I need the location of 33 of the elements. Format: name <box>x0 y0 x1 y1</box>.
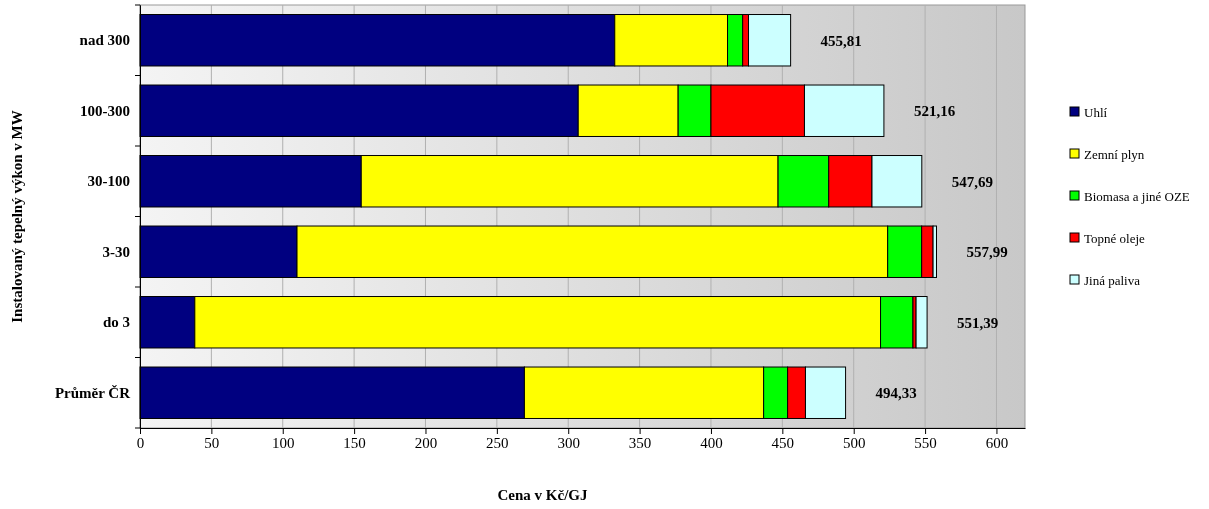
x-tick-label: 0 <box>136 434 145 451</box>
legend-label: Jiná paliva <box>1084 272 1141 288</box>
x-tick-label: 350 <box>628 434 652 451</box>
x-tick-label: 550 <box>914 434 937 451</box>
legend-label: Uhlí <box>1084 104 1108 120</box>
legend-label: Zemní plyn <box>1084 146 1145 162</box>
y-tick-label: do 3 <box>102 314 130 331</box>
y-tick-label: 3-30 <box>102 243 130 260</box>
legend-label: Topné oleje <box>1084 230 1146 246</box>
y-axis-title: Instalovaný tepelný výkon v MW <box>9 110 25 323</box>
x-tick-label: 400 <box>700 434 723 451</box>
x-axis-title: Cena v Kč/GJ <box>497 487 588 503</box>
total-label: 455,81 <box>820 32 862 49</box>
total-label: 547,69 <box>951 173 994 190</box>
total-label: 551,39 <box>957 314 999 331</box>
y-tick-label: nad 300 <box>79 32 130 49</box>
x-tick-label: 50 <box>204 434 220 451</box>
x-tick-label: 200 <box>414 434 438 451</box>
x-tick-label: 150 <box>343 434 366 451</box>
x-tick-label: 500 <box>842 434 866 451</box>
y-tick-label: Průměr ČR <box>54 384 131 401</box>
x-tick-label: 450 <box>771 434 795 451</box>
x-tick-label: 250 <box>486 434 509 451</box>
total-label: 494,33 <box>875 385 917 401</box>
total-label: 521,16 <box>913 103 956 119</box>
total-label: 557,99 <box>966 244 1008 260</box>
x-tick-label: 100 <box>271 434 295 451</box>
bar <box>915 296 928 349</box>
x-tick-label: 300 <box>557 434 580 451</box>
x-tick-label: 600 <box>985 434 1009 451</box>
y-tick-label: 100-300 <box>80 102 130 119</box>
legend-label: Biomasa a jiné OZE <box>1084 188 1190 204</box>
y-tick-label: 30-100 <box>87 173 130 190</box>
